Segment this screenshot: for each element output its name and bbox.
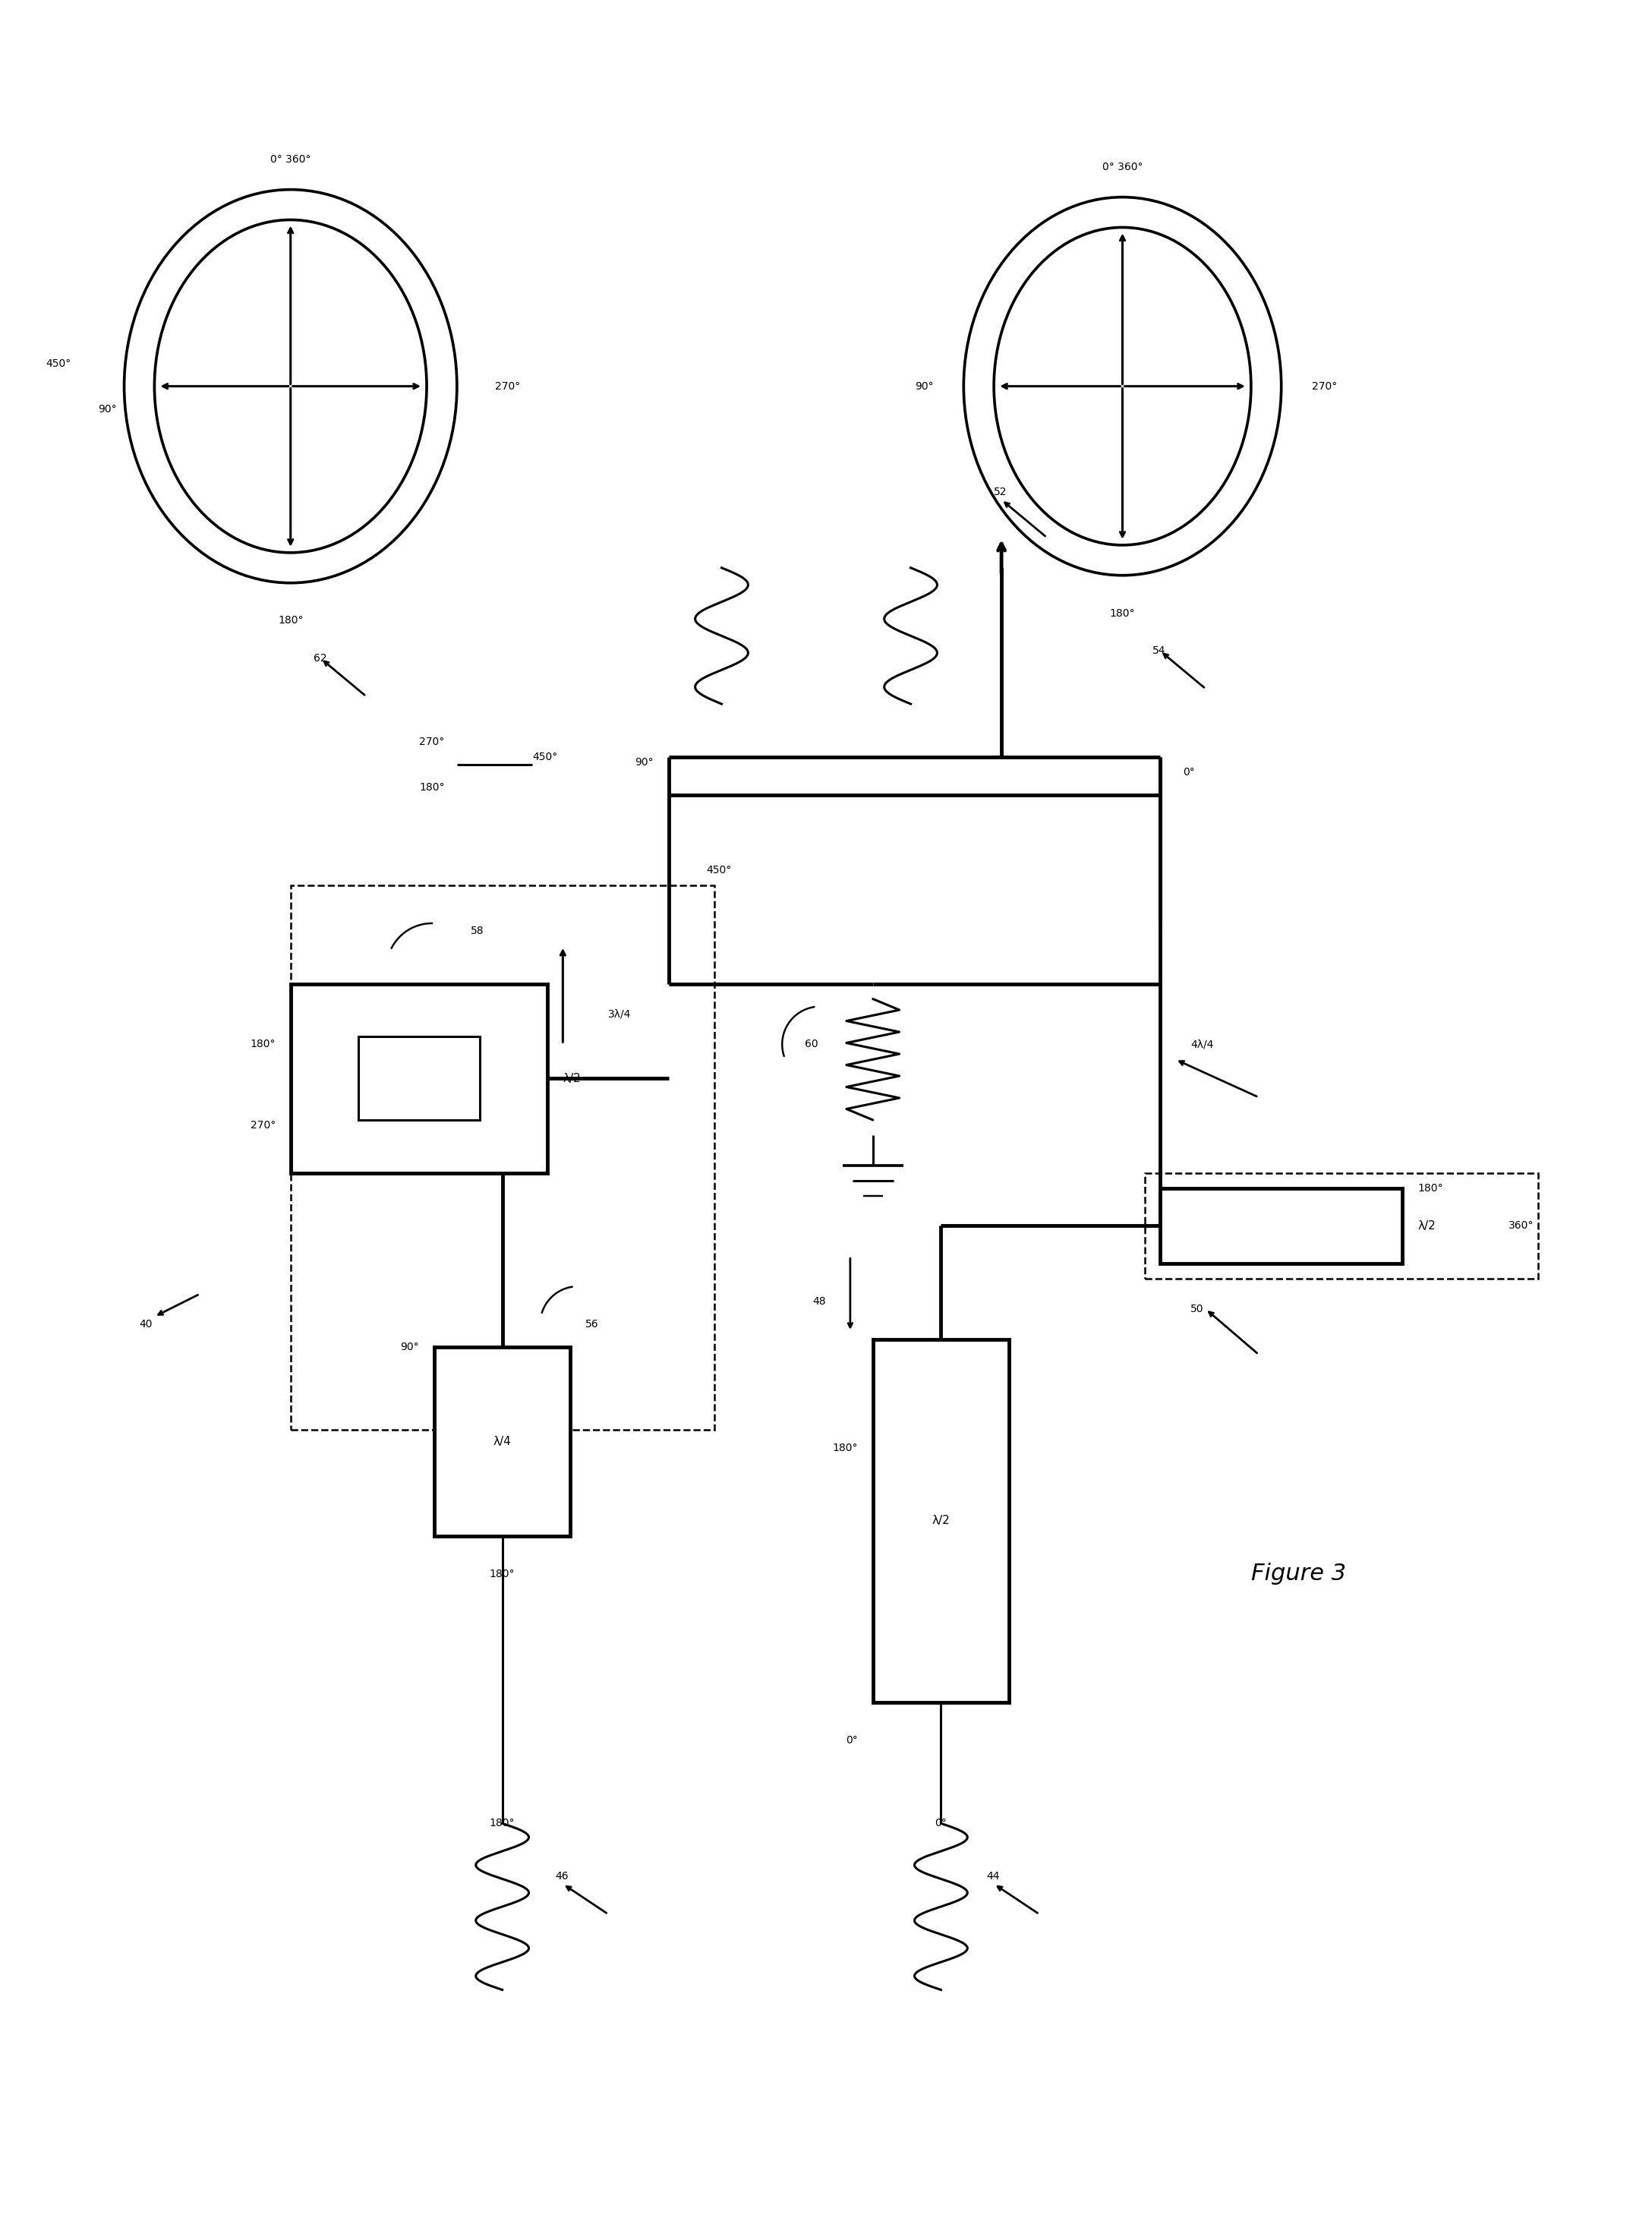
Text: 90°: 90° [634,757,654,768]
Text: 180°: 180° [278,615,304,626]
Text: 270°: 270° [494,382,520,391]
Text: 4λ/4: 4λ/4 [1191,1039,1214,1051]
Text: 180°: 180° [833,1444,857,1453]
Text: 0° 360°: 0° 360° [271,153,311,164]
Bar [434,1346,570,1537]
Text: 180°: 180° [1417,1184,1442,1193]
Text: 180°: 180° [1110,609,1135,617]
Text: 58: 58 [471,926,484,937]
Text: 180°: 180° [489,1568,515,1579]
Bar [872,1339,1009,1701]
Text: 0°: 0° [846,1735,857,1746]
Text: λ/2: λ/2 [932,1515,950,1526]
Text: λ/4: λ/4 [494,1435,512,1448]
Text: λ/2: λ/2 [563,1073,582,1084]
Ellipse shape [963,198,1282,575]
Text: 90°: 90° [915,382,933,391]
Text: 90°: 90° [400,1341,420,1353]
Text: 62: 62 [314,653,327,664]
Text: 56: 56 [585,1319,600,1330]
Text: 0° 360°: 0° 360° [1102,162,1143,173]
Text: 180°: 180° [420,782,444,793]
Text: 450°: 450° [532,751,558,762]
Text: λ/2: λ/2 [1417,1219,1436,1233]
Text: 40: 40 [139,1319,152,1330]
Text: 90°: 90° [97,404,117,415]
Ellipse shape [154,220,426,553]
Bar [1160,1188,1403,1264]
Bar [291,886,714,1430]
Text: 44: 44 [986,1870,999,1881]
Text: 3λ/4: 3λ/4 [608,1008,631,1019]
Text: 270°: 270° [1312,382,1336,391]
Text: 0°: 0° [1183,766,1194,777]
Text: 180°: 180° [249,1039,276,1051]
Text: 0°: 0° [935,1819,947,1828]
Text: 270°: 270° [249,1119,276,1130]
Text: 54: 54 [1153,646,1166,655]
Text: 180°: 180° [489,1819,515,1828]
Text: 60: 60 [805,1039,818,1051]
Text: 450°: 450° [46,358,71,369]
Ellipse shape [124,189,458,582]
Bar [358,1037,479,1119]
Bar [1145,1173,1538,1279]
Text: 48: 48 [813,1297,826,1306]
Text: 270°: 270° [420,737,444,746]
Text: 360°: 360° [1508,1222,1533,1230]
Text: 50: 50 [1191,1304,1204,1315]
Bar [291,984,548,1173]
Text: 450°: 450° [707,864,732,875]
Text: Figure 3: Figure 3 [1251,1564,1346,1586]
Ellipse shape [995,227,1251,544]
Text: 46: 46 [555,1870,568,1881]
Text: 52: 52 [995,486,1008,498]
